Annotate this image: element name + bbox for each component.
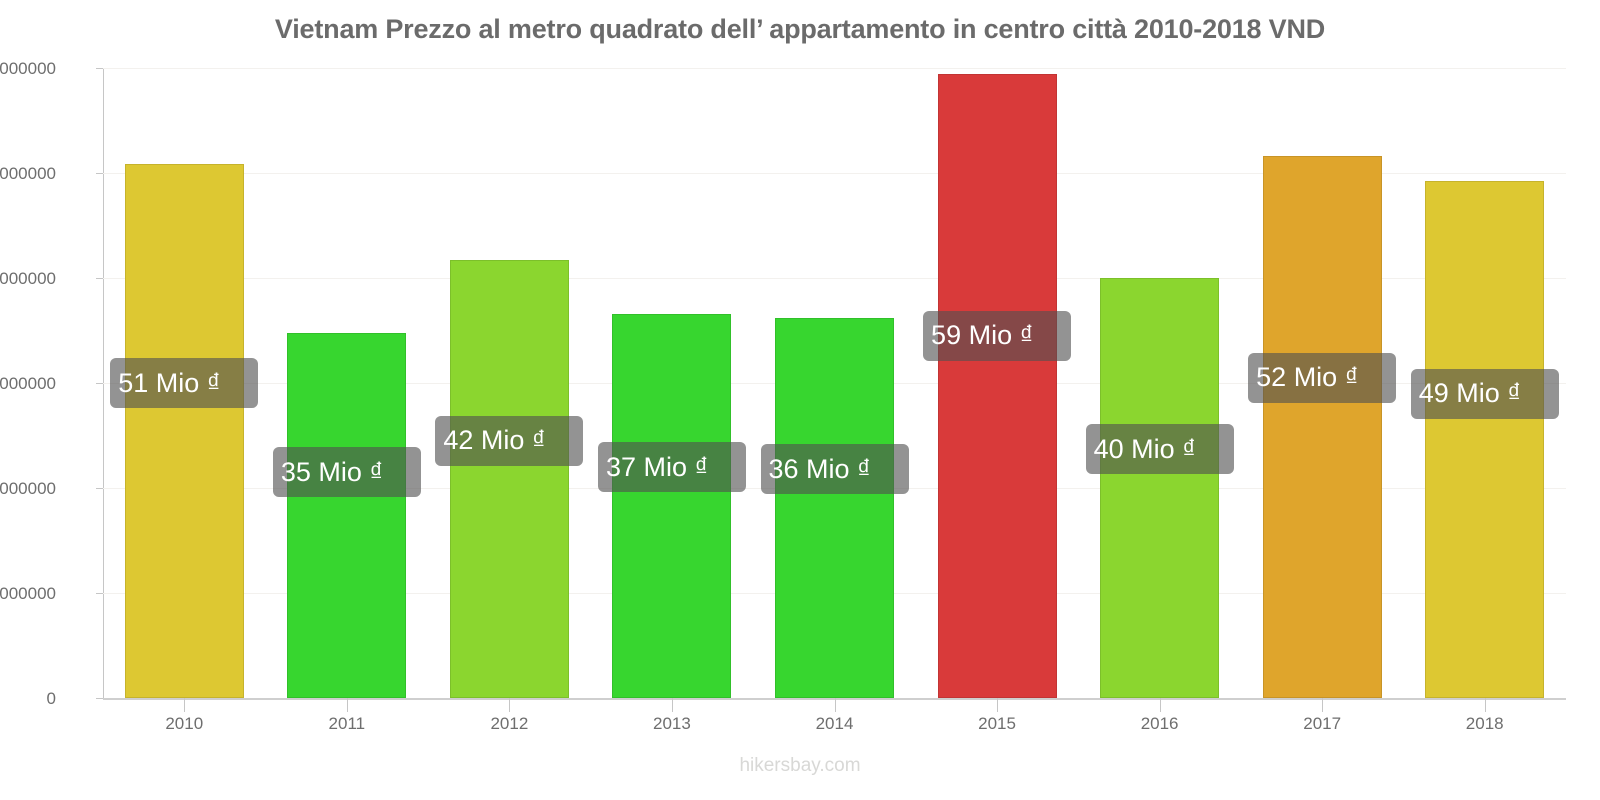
x-axis-tick-label: 2011 bbox=[328, 714, 366, 733]
x-axis-tick-label: 2010 bbox=[165, 714, 204, 733]
bar-value-text: 42 Mio ₫ bbox=[443, 425, 546, 456]
y-axis-tick-label: 50000000 bbox=[0, 164, 56, 183]
bar-value-label: 36 Mio ₫ bbox=[760, 444, 909, 495]
watermark: hikersbay.com bbox=[739, 755, 861, 776]
x-tick-mark bbox=[834, 698, 836, 712]
bar[interactable] bbox=[775, 317, 894, 698]
bar-value-label: 49 Mio ₫ bbox=[1410, 368, 1559, 419]
y-axis-tick-label: 30000000 bbox=[0, 374, 56, 393]
y-tick-mark bbox=[96, 593, 103, 594]
bar-value-label: 52 Mio ₫ bbox=[1248, 352, 1397, 403]
y-axis-line bbox=[103, 68, 104, 700]
bar-value-label: 35 Mio ₫ bbox=[272, 447, 421, 498]
bar[interactable] bbox=[937, 74, 1057, 698]
y-axis-tick-label: 10000000 bbox=[0, 584, 56, 603]
y-axis-tick-label: 60000000 bbox=[0, 59, 56, 78]
bar-value-text: 51 Mio ₫ bbox=[118, 367, 221, 398]
chart-title: Vietnam Prezzo al metro quadrato dell’ a… bbox=[274, 14, 1326, 44]
bar-value-label: 40 Mio ₫ bbox=[1085, 424, 1234, 475]
bar[interactable] bbox=[449, 260, 569, 698]
y-tick-mark bbox=[96, 278, 103, 279]
x-tick-mark bbox=[1159, 698, 1161, 712]
bar-value-label: 59 Mio ₫ bbox=[923, 310, 1072, 361]
x-axis-tick-label: 2015 bbox=[978, 714, 1016, 733]
y-axis-tick-label: 20000000 bbox=[0, 479, 56, 498]
x-axis-tick-label: 2014 bbox=[815, 714, 854, 733]
x-axis-tick-label: 2016 bbox=[1140, 714, 1179, 733]
y-tick-mark bbox=[96, 383, 103, 384]
gridline bbox=[103, 278, 1566, 279]
x-tick-mark bbox=[1484, 698, 1486, 712]
x-tick-mark bbox=[1322, 698, 1324, 712]
x-tick-mark bbox=[997, 698, 999, 712]
x-axis-tick-label: 2018 bbox=[1465, 714, 1504, 733]
bar[interactable] bbox=[287, 332, 407, 698]
x-tick-mark bbox=[184, 698, 186, 712]
gridline bbox=[103, 173, 1566, 174]
x-axis-tick-label: 2013 bbox=[653, 714, 691, 733]
bar-value-text: 40 Mio ₫ bbox=[1093, 433, 1197, 464]
y-axis-tick-label: 40000000 bbox=[0, 269, 56, 288]
bar-value-text: 59 Mio ₫ bbox=[931, 320, 1034, 351]
y-tick-mark bbox=[96, 68, 103, 69]
x-tick-mark bbox=[671, 698, 673, 712]
bar[interactable] bbox=[124, 163, 244, 698]
bar[interactable] bbox=[612, 313, 732, 698]
gridline bbox=[103, 68, 1566, 69]
x-tick-mark bbox=[346, 698, 348, 712]
plot-area: 0 10000000 20000000 30000000 40000000 5000000… bbox=[0, 59, 1566, 708]
y-tick-mark bbox=[96, 488, 103, 489]
bar-value-label: 42 Mio ₫ bbox=[435, 415, 584, 466]
bar-value-text: 52 Mio ₫ bbox=[1256, 362, 1359, 393]
bar-value-label: 37 Mio ₫ bbox=[597, 442, 746, 492]
y-tick-mark bbox=[96, 698, 103, 699]
x-tick-mark bbox=[509, 698, 511, 712]
bar-value-text: 37 Mio ₫ bbox=[605, 451, 709, 482]
x-axis-tick-label: 2012 bbox=[490, 714, 529, 733]
bar-value-label: 51 Mio ₫ bbox=[110, 358, 259, 408]
bar-value-text: 49 Mio ₫ bbox=[1418, 378, 1522, 408]
y-axis-tick-label: 0 bbox=[46, 689, 56, 708]
bar[interactable] bbox=[1425, 181, 1545, 698]
y-tick-mark bbox=[96, 173, 103, 174]
bar-value-text: 36 Mio ₫ bbox=[768, 453, 871, 484]
bar[interactable] bbox=[1100, 278, 1220, 698]
x-axis-tick-label: 2017 bbox=[1303, 714, 1342, 733]
bar[interactable] bbox=[1262, 156, 1382, 698]
bar-value-text: 35 Mio ₫ bbox=[280, 456, 384, 487]
